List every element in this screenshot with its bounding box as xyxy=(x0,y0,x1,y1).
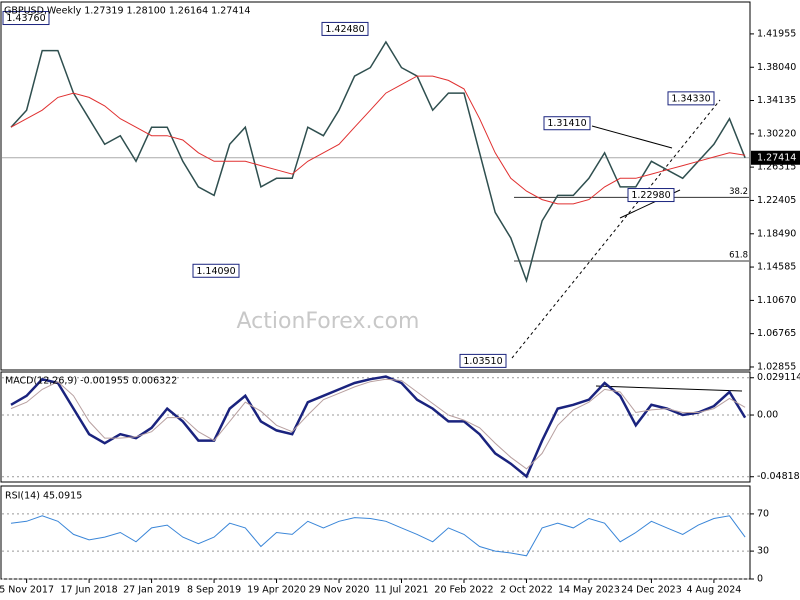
level-annotation-box xyxy=(627,188,675,203)
level-annotation: 1.42480 xyxy=(325,24,364,35)
last-price-box xyxy=(751,150,800,165)
series-line xyxy=(10,515,746,557)
y-tick-label: 1.18490 xyxy=(757,228,796,239)
x-tick-label: 17 Jun 2018 xyxy=(61,585,118,596)
y-tick-label: 0.029114 xyxy=(757,372,800,383)
x-tick-label: 27 Jan 2019 xyxy=(123,585,180,596)
price-panel-frame xyxy=(0,1,751,371)
y-tick-label: -0.048189 xyxy=(757,471,800,482)
rsi-title: RSI(14) 45.0915 xyxy=(5,491,82,502)
series-line xyxy=(10,378,746,470)
level-annotation: 1.03510 xyxy=(463,356,502,367)
x-tick-label: 4 Aug 2024 xyxy=(686,585,741,596)
y-tick-label: 1.30220 xyxy=(757,128,796,139)
x-tick-label: 5 Nov 2017 xyxy=(0,585,54,596)
y-tick-label: 1.10670 xyxy=(757,295,796,306)
y-tick-label: 0.00 xyxy=(757,410,778,421)
fib-label: 61.8 xyxy=(729,250,748,260)
trend-line xyxy=(511,99,721,359)
x-tick-label: 11 Jul 2021 xyxy=(375,585,429,596)
chart-title: GBPUSD,Weekly 1.27319 1.28100 1.26164 1.… xyxy=(4,6,250,17)
level-annotation-box xyxy=(543,116,591,131)
level-annotation-box xyxy=(2,11,50,26)
x-tick-label: 14 May 2023 xyxy=(558,585,620,596)
x-tick-label: 2 Oct 2022 xyxy=(500,585,553,596)
y-tick-label: 1.26315 xyxy=(757,162,796,173)
y-tick-label: 70 xyxy=(757,508,769,519)
y-tick-label: 1.06765 xyxy=(757,328,796,339)
y-tick-label: 1.14585 xyxy=(757,262,796,273)
x-tick-label: 29 Nov 2020 xyxy=(309,585,370,596)
series-line xyxy=(10,40,746,284)
x-tick-label: 20 Feb 2022 xyxy=(434,585,493,596)
level-annotation: 1.43760 xyxy=(6,13,45,24)
y-tick-label: 1.38040 xyxy=(757,62,796,73)
macd-title: MACD(12,26,9) -0.001955 0.006322 xyxy=(5,376,177,387)
level-annotation-box xyxy=(667,91,715,106)
fib-label: 38.2 xyxy=(729,187,748,197)
level-annotation: 1.31410 xyxy=(547,118,586,129)
level-annotation: 1.22980 xyxy=(631,190,670,201)
watermark: ActionForex.com xyxy=(237,309,420,334)
level-annotation: 1.34330 xyxy=(671,93,710,104)
y-tick-label: 0 xyxy=(757,574,763,585)
level-annotation-box xyxy=(321,21,369,36)
y-tick-label: 1.02855 xyxy=(757,361,796,372)
y-tick-label: 1.41955 xyxy=(757,28,796,39)
last-price-label: 1.27414 xyxy=(757,152,796,163)
level-annotation: 1.14090 xyxy=(196,266,235,277)
x-tick-label: 19 Apr 2020 xyxy=(247,585,306,596)
macd-panel-frame xyxy=(0,371,751,483)
y-tick-label: 1.34135 xyxy=(757,95,796,106)
level-annotation-box xyxy=(459,353,507,368)
series-line xyxy=(10,75,746,205)
y-tick-label: 1.22405 xyxy=(757,195,796,206)
level-annotation-box xyxy=(192,263,240,278)
trend-line xyxy=(591,125,673,149)
rsi-panel-frame xyxy=(0,485,751,580)
x-tick-label: 8 Sep 2019 xyxy=(187,585,241,596)
y-tick-label: 30 xyxy=(757,546,769,557)
trend-line xyxy=(595,385,743,392)
x-tick-label: 24 Dec 2023 xyxy=(621,585,682,596)
